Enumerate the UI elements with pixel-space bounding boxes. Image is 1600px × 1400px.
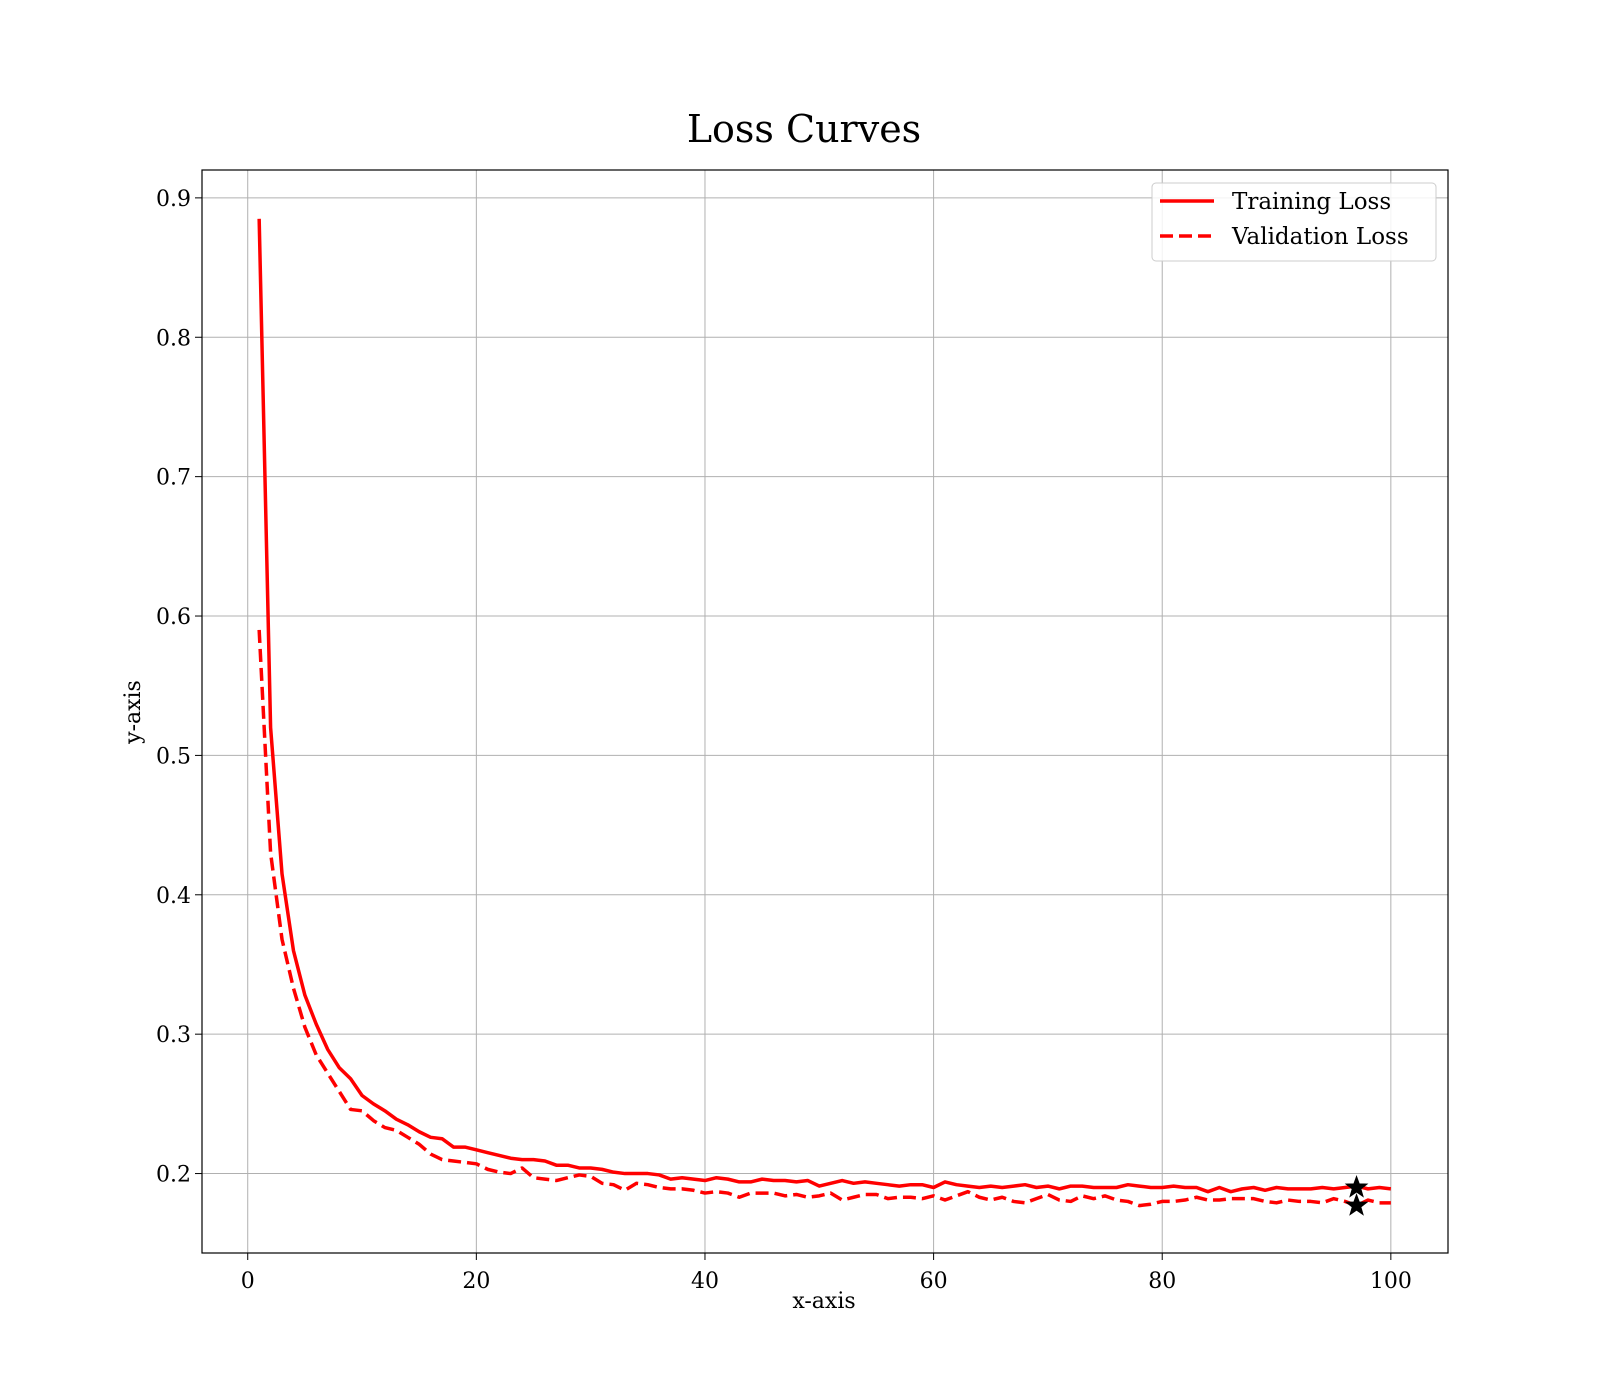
y-tick-label: 0.7 <box>156 466 191 491</box>
y-tick-label: 0.8 <box>156 326 191 351</box>
y-tick-label: 0.3 <box>156 1023 191 1048</box>
y-tick-label: 0.2 <box>156 1163 191 1188</box>
series-line-validation-loss <box>257 629 1391 1208</box>
y-tick-label: 0.6 <box>156 605 191 630</box>
x-tick-label: 0 <box>241 1269 255 1294</box>
y-axis-label: y-axis <box>121 680 146 745</box>
x-axis-ticks: 0 20 40 60 80 100 <box>241 1253 1412 1294</box>
x-tick-label: 80 <box>1148 1269 1176 1294</box>
x-axis-label: x-axis <box>792 1289 855 1314</box>
x-tick-label: 40 <box>691 1269 719 1294</box>
y-tick-label: 0.9 <box>156 187 191 212</box>
series-layer <box>257 218 1392 1208</box>
legend-box <box>1151 182 1437 262</box>
legend-label-training-loss: Training Loss <box>1232 189 1391 215</box>
chart-title: Loss Curves <box>687 107 921 151</box>
legend-label-validation-loss: Validation Loss <box>1231 224 1409 250</box>
plot-area-frame <box>201 169 1449 1254</box>
legend: Training Loss Validation Loss <box>1151 182 1437 262</box>
x-tick-label: 100 <box>1370 1269 1412 1294</box>
grid <box>202 170 1448 1253</box>
y-tick-label: 0.4 <box>156 884 191 909</box>
series-line-training-loss <box>257 218 1392 1194</box>
x-tick-label: 60 <box>920 1269 948 1294</box>
best-point-star-training-loss <box>1344 1175 1369 1198</box>
marker-layer <box>1344 1175 1369 1216</box>
best-point-star-validation-loss <box>1344 1193 1369 1216</box>
y-axis-ticks: 0.2 0.3 0.4 0.5 0.6 0.7 0.8 0.9 <box>156 187 202 1188</box>
y-tick-label: 0.5 <box>156 744 191 769</box>
x-tick-label: 20 <box>462 1269 490 1294</box>
